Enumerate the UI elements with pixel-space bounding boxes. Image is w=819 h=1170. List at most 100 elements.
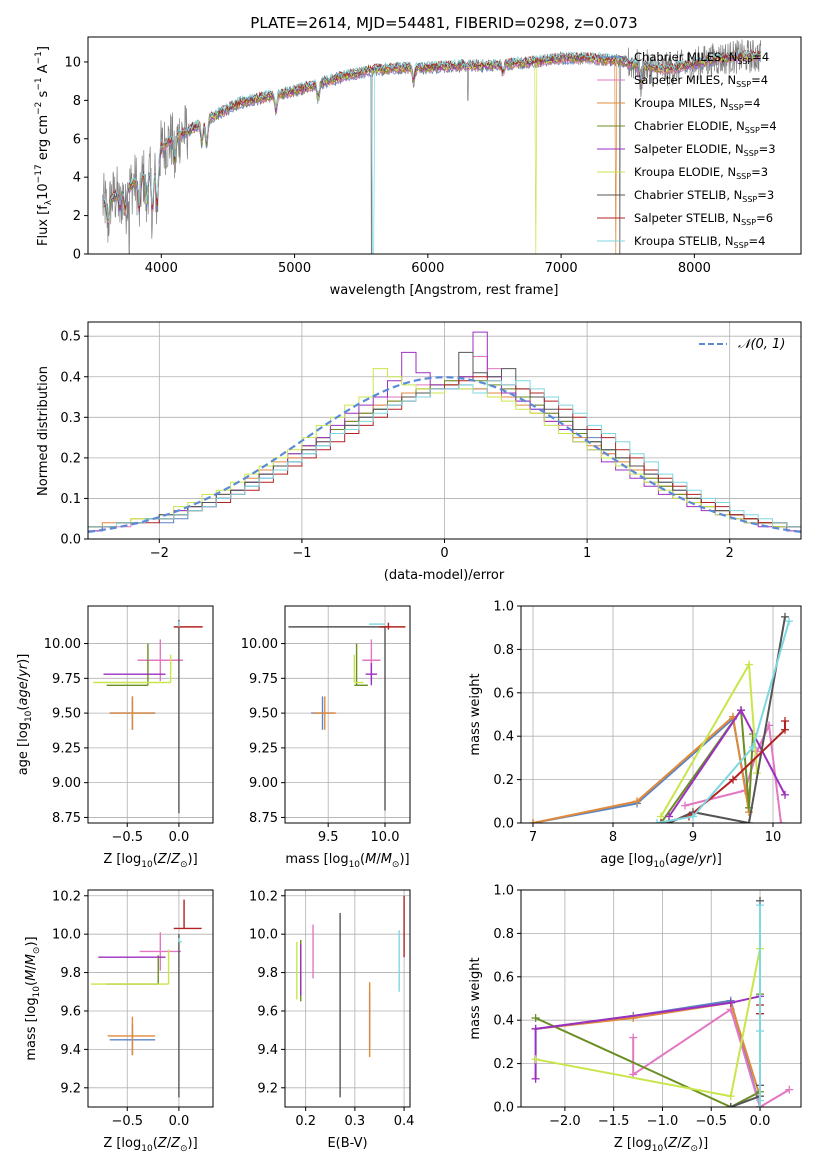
axes-frame <box>284 889 411 1108</box>
x-tick-label: −1 <box>292 546 311 561</box>
x-tick-label: 7 <box>529 830 537 845</box>
x-tick-label: 0.0 <box>169 1114 190 1129</box>
y-tick-label: 8 <box>73 94 81 109</box>
axes-frame <box>87 605 214 824</box>
axes-frame <box>87 889 214 1108</box>
x-tick-label: 0.4 <box>394 1114 415 1129</box>
legend-label: Chabrier MILES, NSSP=4 <box>634 50 769 66</box>
z-mass-panel: −0.5 0.0 9.2 9.4 9.6 9.8 10.0 10.2 Z [log10(Z/Z⊙… <box>24 889 214 1154</box>
y-tick-label: 0.5 <box>60 330 81 345</box>
y-tick-label: 0.0 <box>493 1101 514 1116</box>
x-tick-label: −2.0 <box>549 1114 581 1129</box>
y-tick-label: 0.6 <box>493 686 514 701</box>
spectrum-ylabel: Flux [fλ10−17 erg cm−2 s−1 A−1] <box>34 46 54 246</box>
normal-curve <box>88 376 801 533</box>
y-tick-label: 0.3 <box>60 411 81 426</box>
errorbar-point <box>91 949 170 985</box>
y-tick-label: 9.2 <box>60 1081 81 1096</box>
x-tick-label: 1 <box>583 546 591 561</box>
y-tick-label: 0.4 <box>60 370 81 385</box>
weight-series <box>653 617 793 823</box>
z-mass-grid <box>88 890 213 1107</box>
errorbar-point <box>178 938 183 943</box>
x-tick-label: 5000 <box>278 261 311 276</box>
mass-age-panel: 9.5 10.0 8.75 9.00 9.25 9.50 9.75 10.00 mass [lo… <box>241 605 411 870</box>
y-tick-label: 10.0 <box>249 928 278 943</box>
age-weight-lines <box>529 612 793 823</box>
x-tick-label: −0.5 <box>111 830 143 845</box>
age-weight-panel: 7 8 9 10 0.0 0.2 0.4 0.6 0.8 1.0 age [log10(age/yr… <box>468 600 802 870</box>
y-tick-label: 10.2 <box>52 889 81 904</box>
x-tick-label: 0.0 <box>169 830 190 845</box>
y-tick-label: 1.0 <box>493 600 514 615</box>
ebv-mass-grid <box>285 890 410 1107</box>
axes-frame <box>520 889 802 1108</box>
y-tick-label: 10.2 <box>249 889 278 904</box>
x-tick-label: 0.3 <box>345 1114 366 1129</box>
legend-label: Chabrier STELIB, NSSP=3 <box>634 188 774 204</box>
y-tick-label: 0.8 <box>493 643 514 658</box>
y-tick-label: 0.0 <box>493 817 514 832</box>
y-tick-label: 9.50 <box>249 707 278 722</box>
z-weight-ticks: −2.0 −1.5 −1.0 −0.5 0.0 0.0 0.2 0.4 0.6 0.8 1.0 <box>493 884 770 1130</box>
y-tick-label: 0.2 <box>493 773 514 788</box>
legend-label: Chabrier ELODIE, NSSP=4 <box>634 119 777 135</box>
x-tick-label: 7000 <box>545 261 578 276</box>
errorbar-point <box>288 626 388 811</box>
y-tick-label: 1.0 <box>493 884 514 899</box>
x-tick-label: 10.0 <box>371 830 400 845</box>
z-weight-ylabel: mass weight <box>468 957 483 1039</box>
x-tick-label: 0.0 <box>750 1114 771 1129</box>
ebv-mass-ticks: 0.2 0.3 0.4 9.2 9.4 9.6 9.8 10.0 10.2 <box>249 889 414 1129</box>
z-age-ticks: −0.5 0.0 8.75 9.00 9.25 9.50 9.75 10.00 <box>44 637 189 845</box>
y-tick-label: 9.75 <box>249 672 278 687</box>
x-tick-label: 10 <box>765 830 782 845</box>
x-tick-label: 0.2 <box>295 1114 316 1129</box>
normal-legend-label: 𝒩(0, 1) <box>738 337 785 352</box>
y-tick-label: 8.75 <box>52 811 81 826</box>
spectrum-legend: Chabrier MILES, NSSP=4 Salpeter MILES, NS… <box>597 50 777 250</box>
z-mass-points <box>91 899 202 1098</box>
errorbar-point <box>173 899 202 930</box>
residuals-ylabel: Normed distribution <box>36 366 51 496</box>
x-tick-label: 4000 <box>145 261 178 276</box>
x-tick-label: −1.5 <box>598 1114 630 1129</box>
errorbar-point <box>353 654 364 684</box>
y-tick-label: 9.75 <box>52 672 81 687</box>
y-tick-label: 0.4 <box>493 730 514 745</box>
x-tick-label: 9.5 <box>318 830 339 845</box>
y-tick-label: 10.00 <box>44 637 81 652</box>
z-age-ylabel: age [log10(age/yr)] <box>16 654 34 776</box>
y-tick-label: 9.50 <box>52 707 81 722</box>
y-tick-label: 9.6 <box>257 1004 278 1019</box>
y-tick-label: 9.8 <box>257 966 278 981</box>
mass-age-xlabel: mass [log10(M/M⊙)] <box>285 852 409 870</box>
z-weight-panel: −2.0 −1.5 −1.0 −0.5 0.0 0.0 0.2 0.4 0.6 0.8 1.0 Z [… <box>468 884 802 1154</box>
z-age-points <box>93 619 203 814</box>
z-mass-xlabel: Z [log10(Z/Z⊙)] <box>103 1136 197 1154</box>
y-tick-label: 9.2 <box>257 1081 278 1096</box>
y-tick-label: 9.25 <box>52 741 81 756</box>
ebv-mass-xlabel: E(B-V) <box>327 1136 367 1151</box>
errorbar-point <box>106 643 149 686</box>
z-weight-xlabel: Z [log10(Z/Z⊙)] <box>614 1136 708 1154</box>
y-tick-label: 0.2 <box>493 1057 514 1072</box>
y-tick-label: 0.4 <box>493 1014 514 1029</box>
errorbar-point <box>106 955 159 985</box>
errorbar-point <box>313 696 337 730</box>
errorbar-point <box>109 696 156 730</box>
mass-age-ticks: 9.5 10.0 8.75 9.00 9.25 9.50 9.75 10.00 <box>241 637 400 845</box>
mass-age-points <box>288 622 406 811</box>
spectrum-panel: 4000 5000 6000 7000 8000 0 2 4 6 8 10 wavelength [… <box>34 36 802 298</box>
weight-series <box>529 714 753 823</box>
errorbar-point <box>107 1016 156 1056</box>
y-tick-label: 9.8 <box>60 966 81 981</box>
y-tick-label: 0.2 <box>60 451 81 466</box>
z-mass-ylabel: mass [log10(M/M⊙)] <box>24 936 42 1060</box>
errorbar-point <box>379 622 406 630</box>
age-weight-ylabel: mass weight <box>468 673 483 755</box>
x-tick-label: 6000 <box>411 261 444 276</box>
z-age-xlabel: Z [log10(Z/Z⊙)] <box>103 852 197 870</box>
y-tick-label: 10.00 <box>241 637 278 652</box>
x-tick-label: −0.5 <box>695 1114 727 1129</box>
